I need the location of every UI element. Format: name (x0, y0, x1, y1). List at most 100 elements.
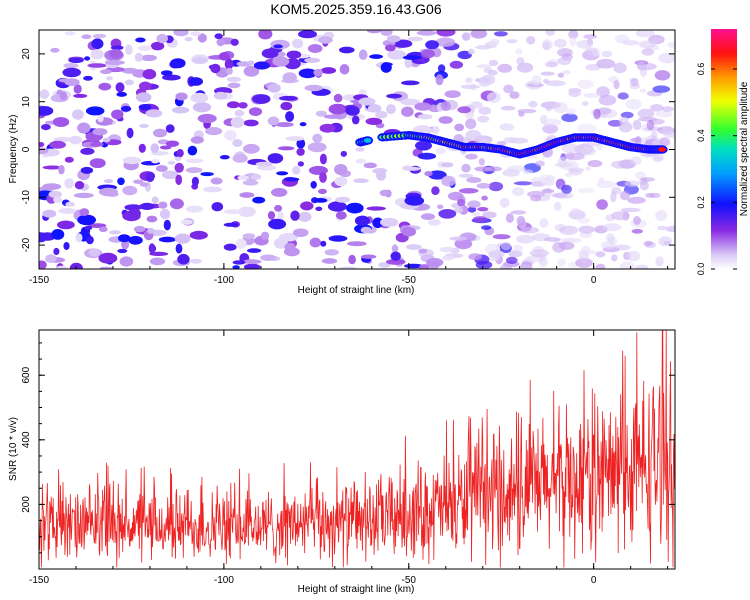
colorbar-tick-label: 0.4 (696, 129, 706, 142)
spectrogram-cell (474, 166, 493, 172)
spectrogram-cell (561, 184, 572, 194)
spectrogram-cell (583, 92, 601, 98)
spectrogram-cell (488, 70, 498, 76)
spectrogram-cell (175, 243, 183, 254)
spectrogram-cell (596, 180, 617, 188)
spectrogram-cell (650, 104, 664, 112)
spectrogram-cell (63, 63, 79, 69)
spectrogram-cell (280, 101, 293, 111)
spectrogram-cell (441, 175, 456, 187)
spectrogram-cell (84, 225, 93, 231)
spectrogram-cell (49, 140, 66, 149)
spectrogram-cell (79, 208, 90, 217)
spectrogram-cell (559, 225, 579, 235)
spectrogram-cell (77, 214, 96, 226)
spectrogram-cell (86, 235, 94, 245)
spectrogram-cell (48, 190, 62, 198)
spectrogram-cell (541, 188, 555, 193)
spectrogram-cell (391, 244, 399, 253)
spectrogram-cell (542, 118, 561, 127)
spectrogram-cell (571, 207, 580, 215)
spectrogram-cell (596, 199, 608, 210)
spectrogram-x-ticks: -150 -100 -50 0 (29, 30, 669, 286)
spectrogram-cell (627, 196, 646, 204)
spectrogram-cell (298, 30, 317, 39)
spectrogram-cell (124, 204, 143, 211)
spectrogram-cell (442, 255, 454, 261)
spectrogram-cell (185, 158, 204, 164)
spectrogram-signal-trace (355, 131, 668, 159)
spectrogram-cell (210, 63, 221, 74)
spectrogram-cell (492, 234, 511, 240)
spectrogram-cell (319, 153, 327, 165)
spectrogram-cell (496, 140, 507, 146)
spectrogram-cell (404, 57, 413, 69)
spectrogram-cell (69, 135, 82, 145)
spectrogram-cell (51, 229, 65, 240)
spectrogram-cell (440, 101, 451, 112)
spectrogram-cell (565, 152, 585, 161)
spectrogram-cell (218, 52, 230, 61)
spectrogram-cell (640, 177, 656, 182)
spectrogram-cell (622, 40, 640, 46)
spectrogram-cell (386, 93, 402, 99)
spectrogram-cell (318, 188, 327, 195)
snr-x-tick-label: -50 (402, 575, 417, 586)
spectrogram-cell (190, 136, 204, 144)
spectrogram-cell (531, 75, 542, 86)
spectrogram-cell (197, 113, 217, 124)
spectrogram-cell (568, 88, 582, 93)
spectrogram-cell (667, 41, 675, 49)
spectrogram-cell (175, 174, 183, 186)
spectrogram-cell (470, 101, 483, 109)
spectrogram-cell (440, 246, 455, 253)
spectrogram-cell (606, 233, 615, 243)
spectrogram-cell (515, 48, 523, 55)
spectrogram-cell (59, 91, 67, 101)
spectrogram-cell (578, 225, 595, 234)
spectrogram-cell (237, 175, 250, 180)
spectrogram-cell (655, 110, 673, 118)
spectrogram-cell (133, 179, 144, 184)
spectrogram-cell (299, 122, 307, 127)
spectrogram-cell (272, 56, 290, 67)
spectrogram-cell (111, 109, 124, 120)
spectrogram-cell (465, 77, 473, 84)
spectrogram-cell (139, 182, 149, 187)
spectrogram-cell (461, 32, 471, 41)
spectrogram-cell (205, 127, 223, 136)
spectrogram-cell (505, 213, 514, 224)
spectrogram-cell (545, 61, 559, 68)
spectrogram-cell (126, 127, 134, 139)
spectrogram-noise-field (39, 30, 675, 269)
spectrogram-cell (651, 38, 665, 43)
spectrogram-cell (247, 248, 262, 253)
spectrogram-cell (167, 160, 176, 165)
spectrogram-cell (252, 94, 271, 104)
spectrogram-cell (230, 38, 239, 46)
spectrogram-cell (581, 101, 589, 106)
spectrogram-cell (620, 207, 641, 213)
spectrogram-cell (598, 94, 617, 106)
spectrogram-cell (465, 118, 477, 130)
spectrogram-cell (64, 178, 74, 189)
spectrogram-cell (69, 262, 83, 269)
spectrogram-cell (124, 79, 134, 86)
spectrogram-cell (657, 225, 668, 231)
spectrogram-cell (235, 238, 247, 249)
spectrogram-cell (323, 114, 343, 119)
spectrogram-cell (500, 242, 511, 251)
spectrogram-cell (116, 91, 127, 97)
spectrogram-cell (42, 165, 62, 170)
spectrogram-cell (200, 172, 214, 177)
signal-trace-core (363, 138, 372, 143)
spectrogram-cell (418, 248, 428, 254)
colorbar-ticks: 0.0 0.2 0.4 0.6 (696, 63, 737, 275)
spectrogram-cell (576, 40, 594, 49)
colorbar-tick-label: 0.2 (696, 196, 706, 209)
spectrogram-cell (285, 111, 295, 122)
spectrogram-cell (309, 237, 322, 248)
spectrogram-cell (100, 69, 112, 75)
snr-x-ticks: -150 -100 -50 0 (29, 330, 669, 586)
spectrogram-cell (213, 91, 228, 100)
